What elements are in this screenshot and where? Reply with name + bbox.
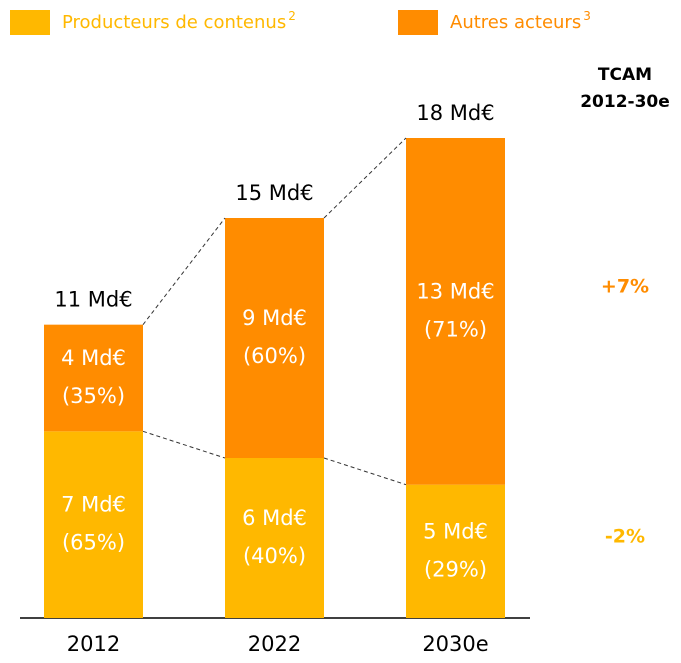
legend-note: 3: [583, 9, 591, 23]
share-label: (40%): [243, 544, 306, 568]
x-tick-label: 2030e: [422, 632, 488, 656]
share-label: (29%): [424, 557, 487, 581]
legend-swatch: [10, 10, 50, 35]
share-label: (60%): [243, 344, 306, 368]
value-label: 5 Md€: [423, 519, 488, 543]
connector: [142, 430, 226, 459]
legend-label: Autres acteurs 3: [450, 9, 591, 34]
bar-segment: [44, 431, 143, 618]
legend-name: Producteurs de contenus: [62, 12, 286, 33]
share-label: (35%): [62, 384, 125, 408]
bar-segment: [225, 218, 324, 458]
x-tick-label: 2022: [248, 632, 301, 656]
cagr-label: +7%: [601, 276, 649, 298]
connector: [323, 457, 407, 486]
share-label: (71%): [424, 317, 487, 341]
legend-label: Producteurs de contenus 2: [62, 9, 296, 34]
bar-segment: [44, 324, 143, 432]
value-label: 7 Md€: [61, 493, 126, 517]
connector: [323, 137, 407, 219]
value-label: 6 Md€: [242, 506, 307, 530]
cagr-title: TCAM: [598, 65, 652, 85]
legend-note: 2: [288, 9, 296, 23]
bar-segment: [406, 484, 505, 618]
x-tick-label: 2012: [67, 632, 120, 656]
legend-name: Autres acteurs: [450, 12, 581, 33]
bar-segment: [225, 458, 324, 618]
connector: [142, 217, 226, 325]
value-label: 9 Md€: [242, 306, 307, 330]
value-label: 13 Md€: [416, 279, 494, 303]
cagr-label: -2%: [605, 526, 645, 548]
bar-segment: [406, 138, 505, 485]
total-label: 18 Md€: [416, 101, 494, 125]
legend-swatch: [398, 10, 438, 35]
cagr-title: 2012-30e: [580, 92, 670, 112]
total-label: 15 Md€: [235, 181, 313, 205]
share-label: (65%): [62, 531, 125, 555]
value-label: 4 Md€: [61, 346, 126, 370]
total-label: 11 Md€: [54, 288, 132, 312]
